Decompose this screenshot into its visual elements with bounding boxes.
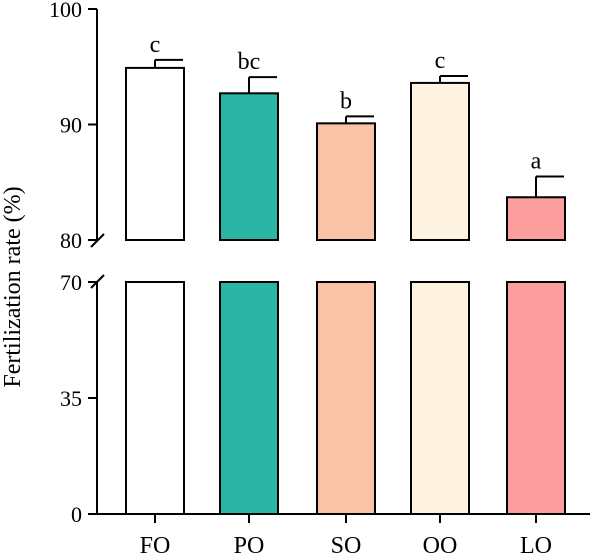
x-tick-label-so: SO	[331, 533, 362, 557]
bar-upper-oo	[410, 81, 470, 241]
y-tick-label-lower: 70	[60, 270, 82, 295]
significance-label-so: b	[340, 88, 352, 114]
axis-break-mark-upper	[90, 233, 105, 248]
bar-upper-po	[219, 92, 279, 241]
significance-label-oo: c	[435, 48, 446, 74]
bar-lower-oo	[410, 281, 470, 515]
y-tick-label-upper: 80	[60, 228, 82, 253]
bar-upper-so	[316, 122, 376, 241]
x-tick-label-po: PO	[234, 533, 265, 557]
chart-marks: 80 90 100 0 35 70 c FO bc PO b SO c OO a LO	[49, 0, 590, 557]
x-tick-label-lo: LO	[520, 533, 552, 557]
x-tick-label-oo: OO	[423, 533, 458, 557]
y-tick-label-upper: 100	[49, 0, 82, 22]
bar-upper-lo	[506, 196, 566, 241]
bar-lower-fo	[125, 281, 185, 515]
x-tick-label-fo: FO	[140, 533, 171, 557]
bar-upper-fo	[125, 66, 185, 241]
y-tick-label-upper: 90	[60, 113, 82, 138]
significance-label-po: bc	[238, 49, 261, 75]
significance-label-fo: c	[150, 32, 161, 58]
significance-label-lo: a	[531, 148, 542, 174]
y-tick-label-lower: 35	[60, 386, 82, 411]
bar-lower-lo	[506, 281, 566, 515]
axis-break-mark-lower	[90, 274, 105, 289]
y-tick-label-lower: 0	[71, 502, 82, 527]
y-axis-title: Fertilization rate (%)	[0, 186, 26, 387]
bar-lower-so	[316, 281, 376, 515]
bar-lower-po	[219, 281, 279, 515]
